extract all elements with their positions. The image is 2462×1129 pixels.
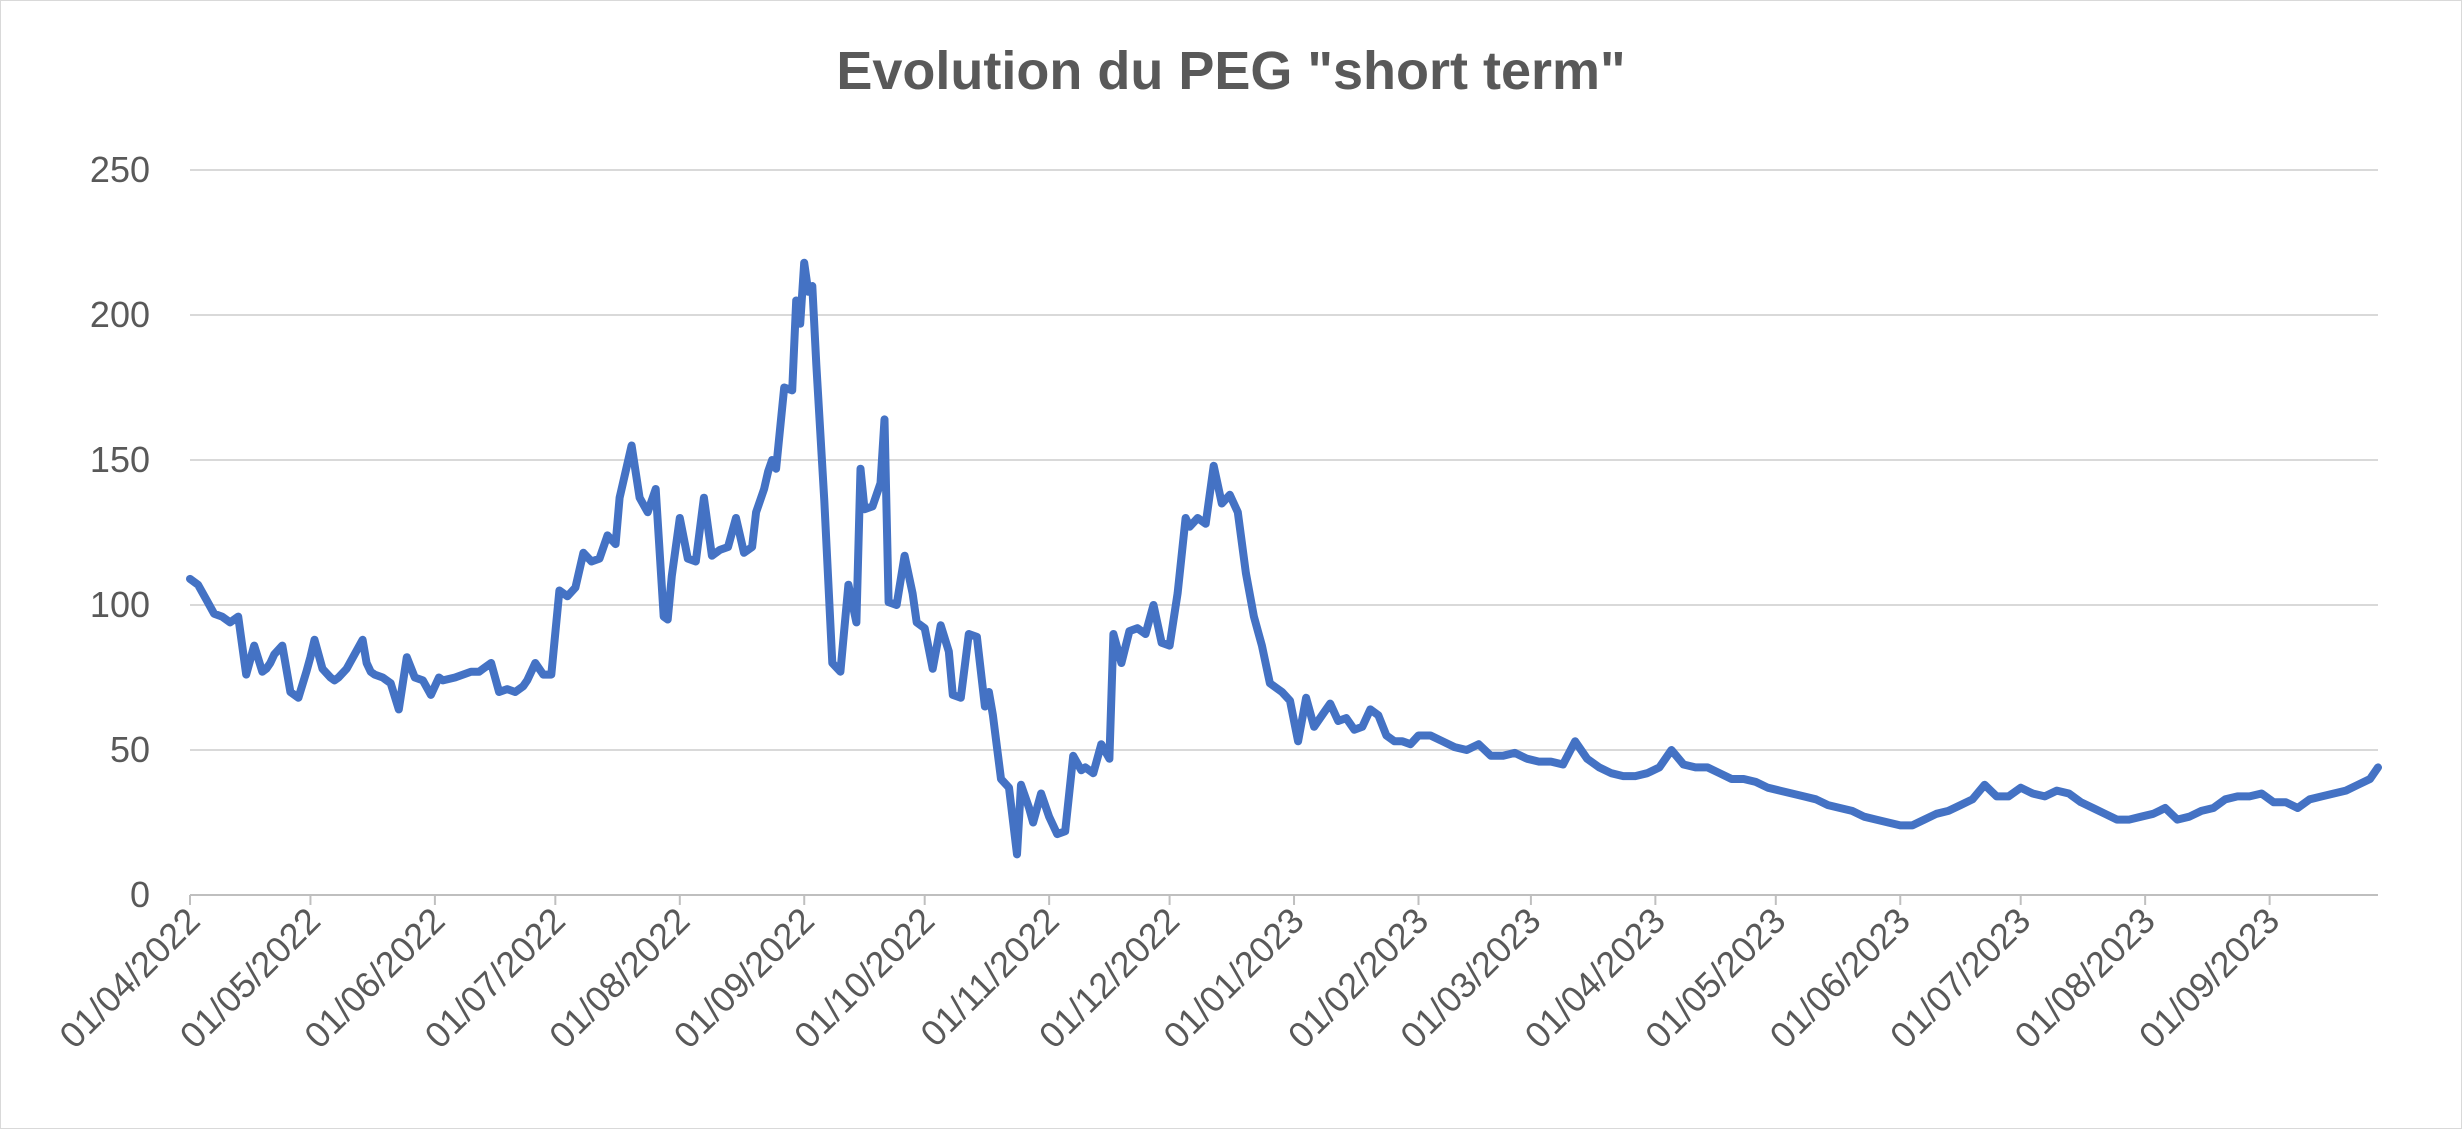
- y-tick-label: 50: [110, 729, 150, 770]
- y-tick-label: 200: [90, 294, 150, 335]
- y-tick-label: 250: [90, 149, 150, 190]
- series-line: [186, 258, 2382, 859]
- y-tick-label: 100: [90, 584, 150, 625]
- y-tick-label: 0: [130, 874, 150, 915]
- y-tick-label: 150: [90, 439, 150, 480]
- chart-title: Evolution du PEG "short term": [836, 41, 1626, 101]
